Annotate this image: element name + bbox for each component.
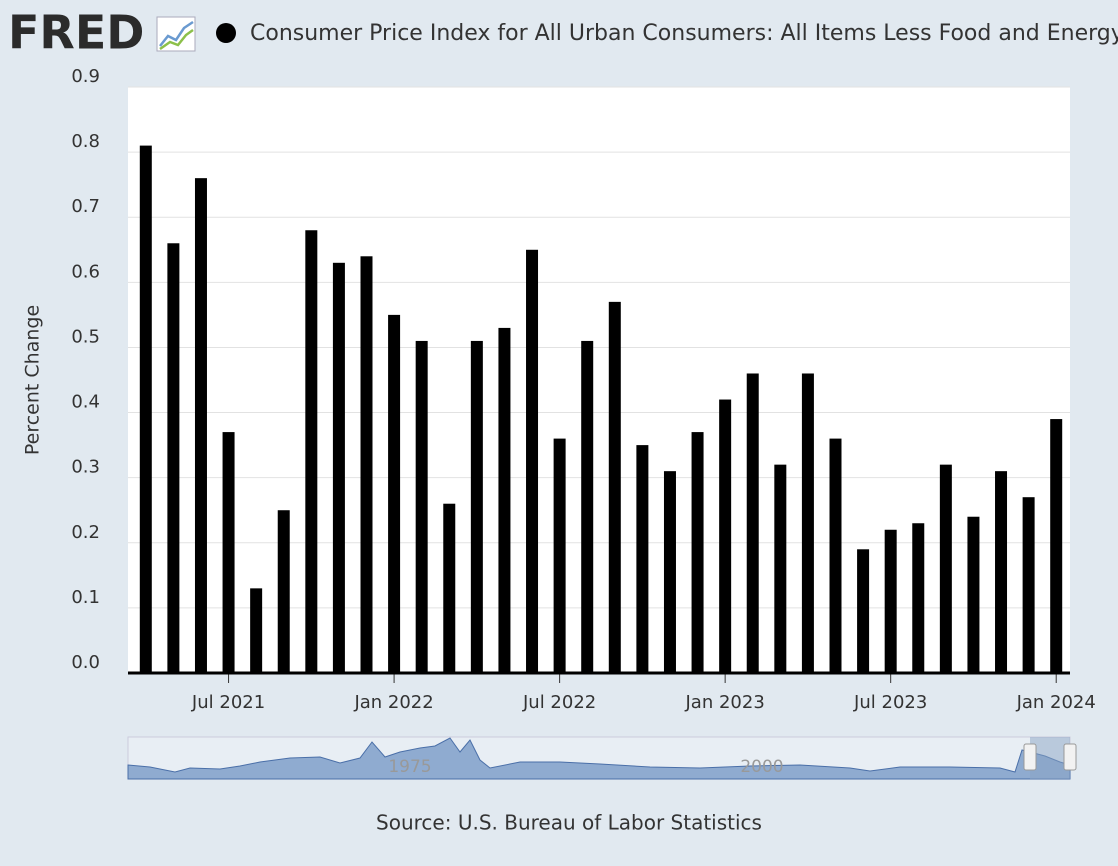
plot-area: [128, 87, 1070, 673]
source: Source: U.S. Bureau of Labor Statistics: [376, 811, 762, 835]
bar: [360, 256, 373, 673]
x-tick-label: Jul 2022: [522, 692, 596, 713]
y-tick-label: 0.6: [71, 261, 100, 282]
bar: [222, 432, 235, 673]
y-tick-label: 0.5: [71, 326, 100, 347]
bar: [443, 503, 456, 673]
navigator-handle[interactable]: [1063, 743, 1077, 771]
x-tick-label: Jan 2024: [1016, 692, 1096, 713]
bar: [912, 523, 925, 673]
x-tick-label: Jan 2022: [353, 692, 433, 713]
bar: [277, 510, 290, 673]
bar: [884, 529, 897, 673]
bar: [1050, 419, 1063, 673]
y-axis-label: Percent Change: [22, 305, 44, 455]
bar: [663, 471, 676, 673]
chart-title: Consumer Price Index for All Urban Consu…: [250, 21, 1118, 46]
x-tick-label: Jul 2021: [191, 692, 265, 713]
y-tick-label: 0.9: [71, 66, 100, 87]
y-tick-label: 0.0: [71, 652, 100, 673]
navigator-handle[interactable]: [1023, 743, 1037, 771]
bar: [636, 445, 649, 673]
bar: [719, 399, 732, 673]
bar: [939, 464, 952, 673]
bar: [139, 145, 152, 674]
bar: [194, 178, 207, 673]
bar: [332, 262, 345, 673]
bar: [967, 516, 980, 673]
navigator-label: 1975: [388, 757, 431, 777]
bar: [995, 471, 1008, 673]
bar: [581, 340, 594, 673]
logo-icon: [156, 16, 196, 52]
bar: [801, 373, 814, 673]
bar: [746, 373, 759, 673]
navigator-selection[interactable]: [1030, 737, 1070, 779]
navigator: [127, 736, 1077, 780]
y-tick-label: 0.8: [71, 131, 100, 152]
bar: [305, 230, 318, 673]
navigator-label: 2000: [740, 757, 783, 777]
navigator-series: [127, 737, 1071, 780]
bar: [470, 340, 483, 673]
bar: [608, 301, 621, 673]
bar: [526, 249, 539, 673]
x-tick-label: Jul 2023: [853, 692, 927, 713]
y-tick-label: 0.4: [71, 392, 100, 413]
bar: [388, 314, 401, 673]
y-tick-label: 0.1: [71, 587, 100, 608]
bar: [857, 549, 870, 673]
bar: [553, 438, 566, 673]
bar: [415, 340, 428, 673]
bar: [829, 438, 842, 673]
bar: [691, 432, 704, 673]
bar: [1022, 497, 1035, 673]
legend-marker: [216, 23, 236, 43]
y-tick-label: 0.3: [71, 457, 100, 478]
y-tick-label: 0.2: [71, 522, 100, 543]
x-tick-label: Jan 2023: [685, 692, 765, 713]
logo: FRED: [8, 6, 144, 60]
y-tick-label: 0.7: [71, 196, 100, 217]
bar: [167, 243, 180, 673]
bar: [250, 588, 263, 673]
bar: [774, 464, 787, 673]
bar: [498, 327, 511, 673]
